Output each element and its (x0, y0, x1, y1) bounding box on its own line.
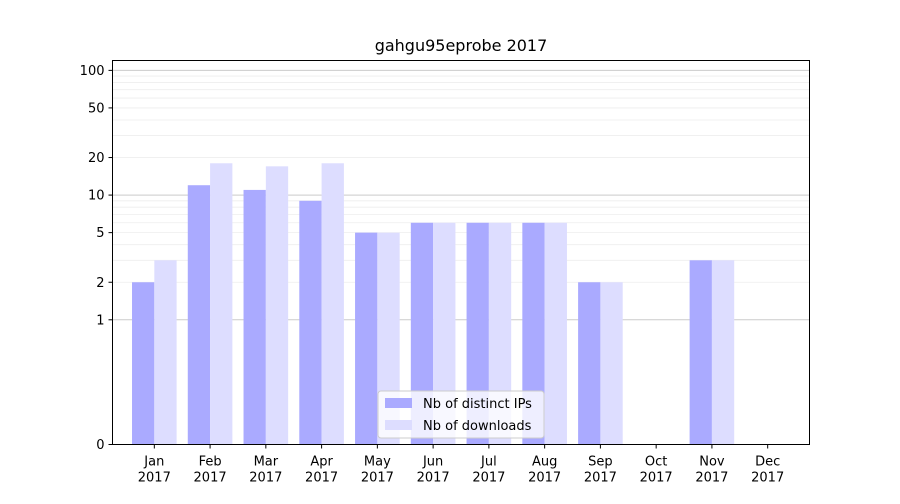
bar-distinct-ips (243, 189, 266, 445)
y-tick-label: 100 (80, 64, 105, 79)
x-tick-label: Oct 2017 (640, 455, 673, 486)
x-tick-label: Sep 2017 (584, 455, 617, 486)
x-tick-label: Jun 2017 (417, 455, 450, 486)
bar-downloads (711, 260, 735, 445)
x-tick-label: Feb 2017 (194, 455, 227, 486)
y-tick-label: 1 (96, 313, 104, 328)
x-tick-label: Nov 2017 (695, 455, 728, 486)
y-axis: 0 1 2 5 10 20 50 100 (80, 64, 113, 453)
x-tick-label: Jul 2017 (472, 455, 505, 486)
bar-distinct-ips (522, 222, 545, 445)
y-tick-label: 5 (96, 226, 104, 241)
x-tick-label: Dec 2017 (751, 455, 784, 486)
bar-distinct-ips (132, 282, 155, 445)
legend-box (377, 390, 545, 439)
bar-distinct-ips (689, 260, 712, 445)
bar-distinct-ips (410, 222, 434, 445)
bar-distinct-ips (299, 200, 322, 445)
bar-downloads (321, 163, 344, 445)
bar-downloads (154, 260, 177, 445)
y-tick-label: 10 (88, 189, 105, 204)
plot-frame (112, 60, 810, 445)
x-tick-label: Mar 2017 (249, 455, 282, 486)
x-axis: Jan 2017 Feb 2017 Mar 2017 Apr 2017 May 2017 Jun 20… (138, 444, 784, 486)
x-tick-label: Aug 2017 (528, 455, 561, 486)
bar-distinct-ips (466, 222, 489, 445)
y-tick-label: 0 (96, 438, 104, 453)
bar-downloads (544, 222, 567, 445)
bar-layer (132, 163, 735, 445)
x-tick-label: Apr 2017 (305, 455, 338, 486)
legend: Nb of distinct IPs Nb of downloads (377, 390, 545, 439)
legend-swatch-downloads (385, 420, 412, 430)
y-tick-label: 20 (88, 151, 105, 166)
y-tick-label: 2 (96, 276, 104, 291)
bar-downloads (600, 282, 623, 445)
bar-distinct-ips (187, 185, 211, 445)
bar-downloads (433, 222, 456, 445)
bar-downloads (265, 166, 289, 445)
bar-distinct-ips (578, 282, 601, 445)
legend-label-distinct-ips: Nb of distinct IPs (423, 397, 532, 412)
chart-title: gahgu95eprobe 2017 (375, 36, 548, 55)
bar-distinct-ips (355, 232, 378, 445)
bar-downloads (488, 222, 512, 445)
x-tick-label: Jan 2017 (138, 455, 171, 486)
legend-label-downloads: Nb of downloads (423, 419, 532, 434)
bar-downloads (210, 163, 233, 445)
x-tick-label: May 2017 (361, 455, 394, 486)
legend-swatch-distinct-ips (385, 398, 412, 408)
y-tick-label: 50 (88, 101, 105, 116)
